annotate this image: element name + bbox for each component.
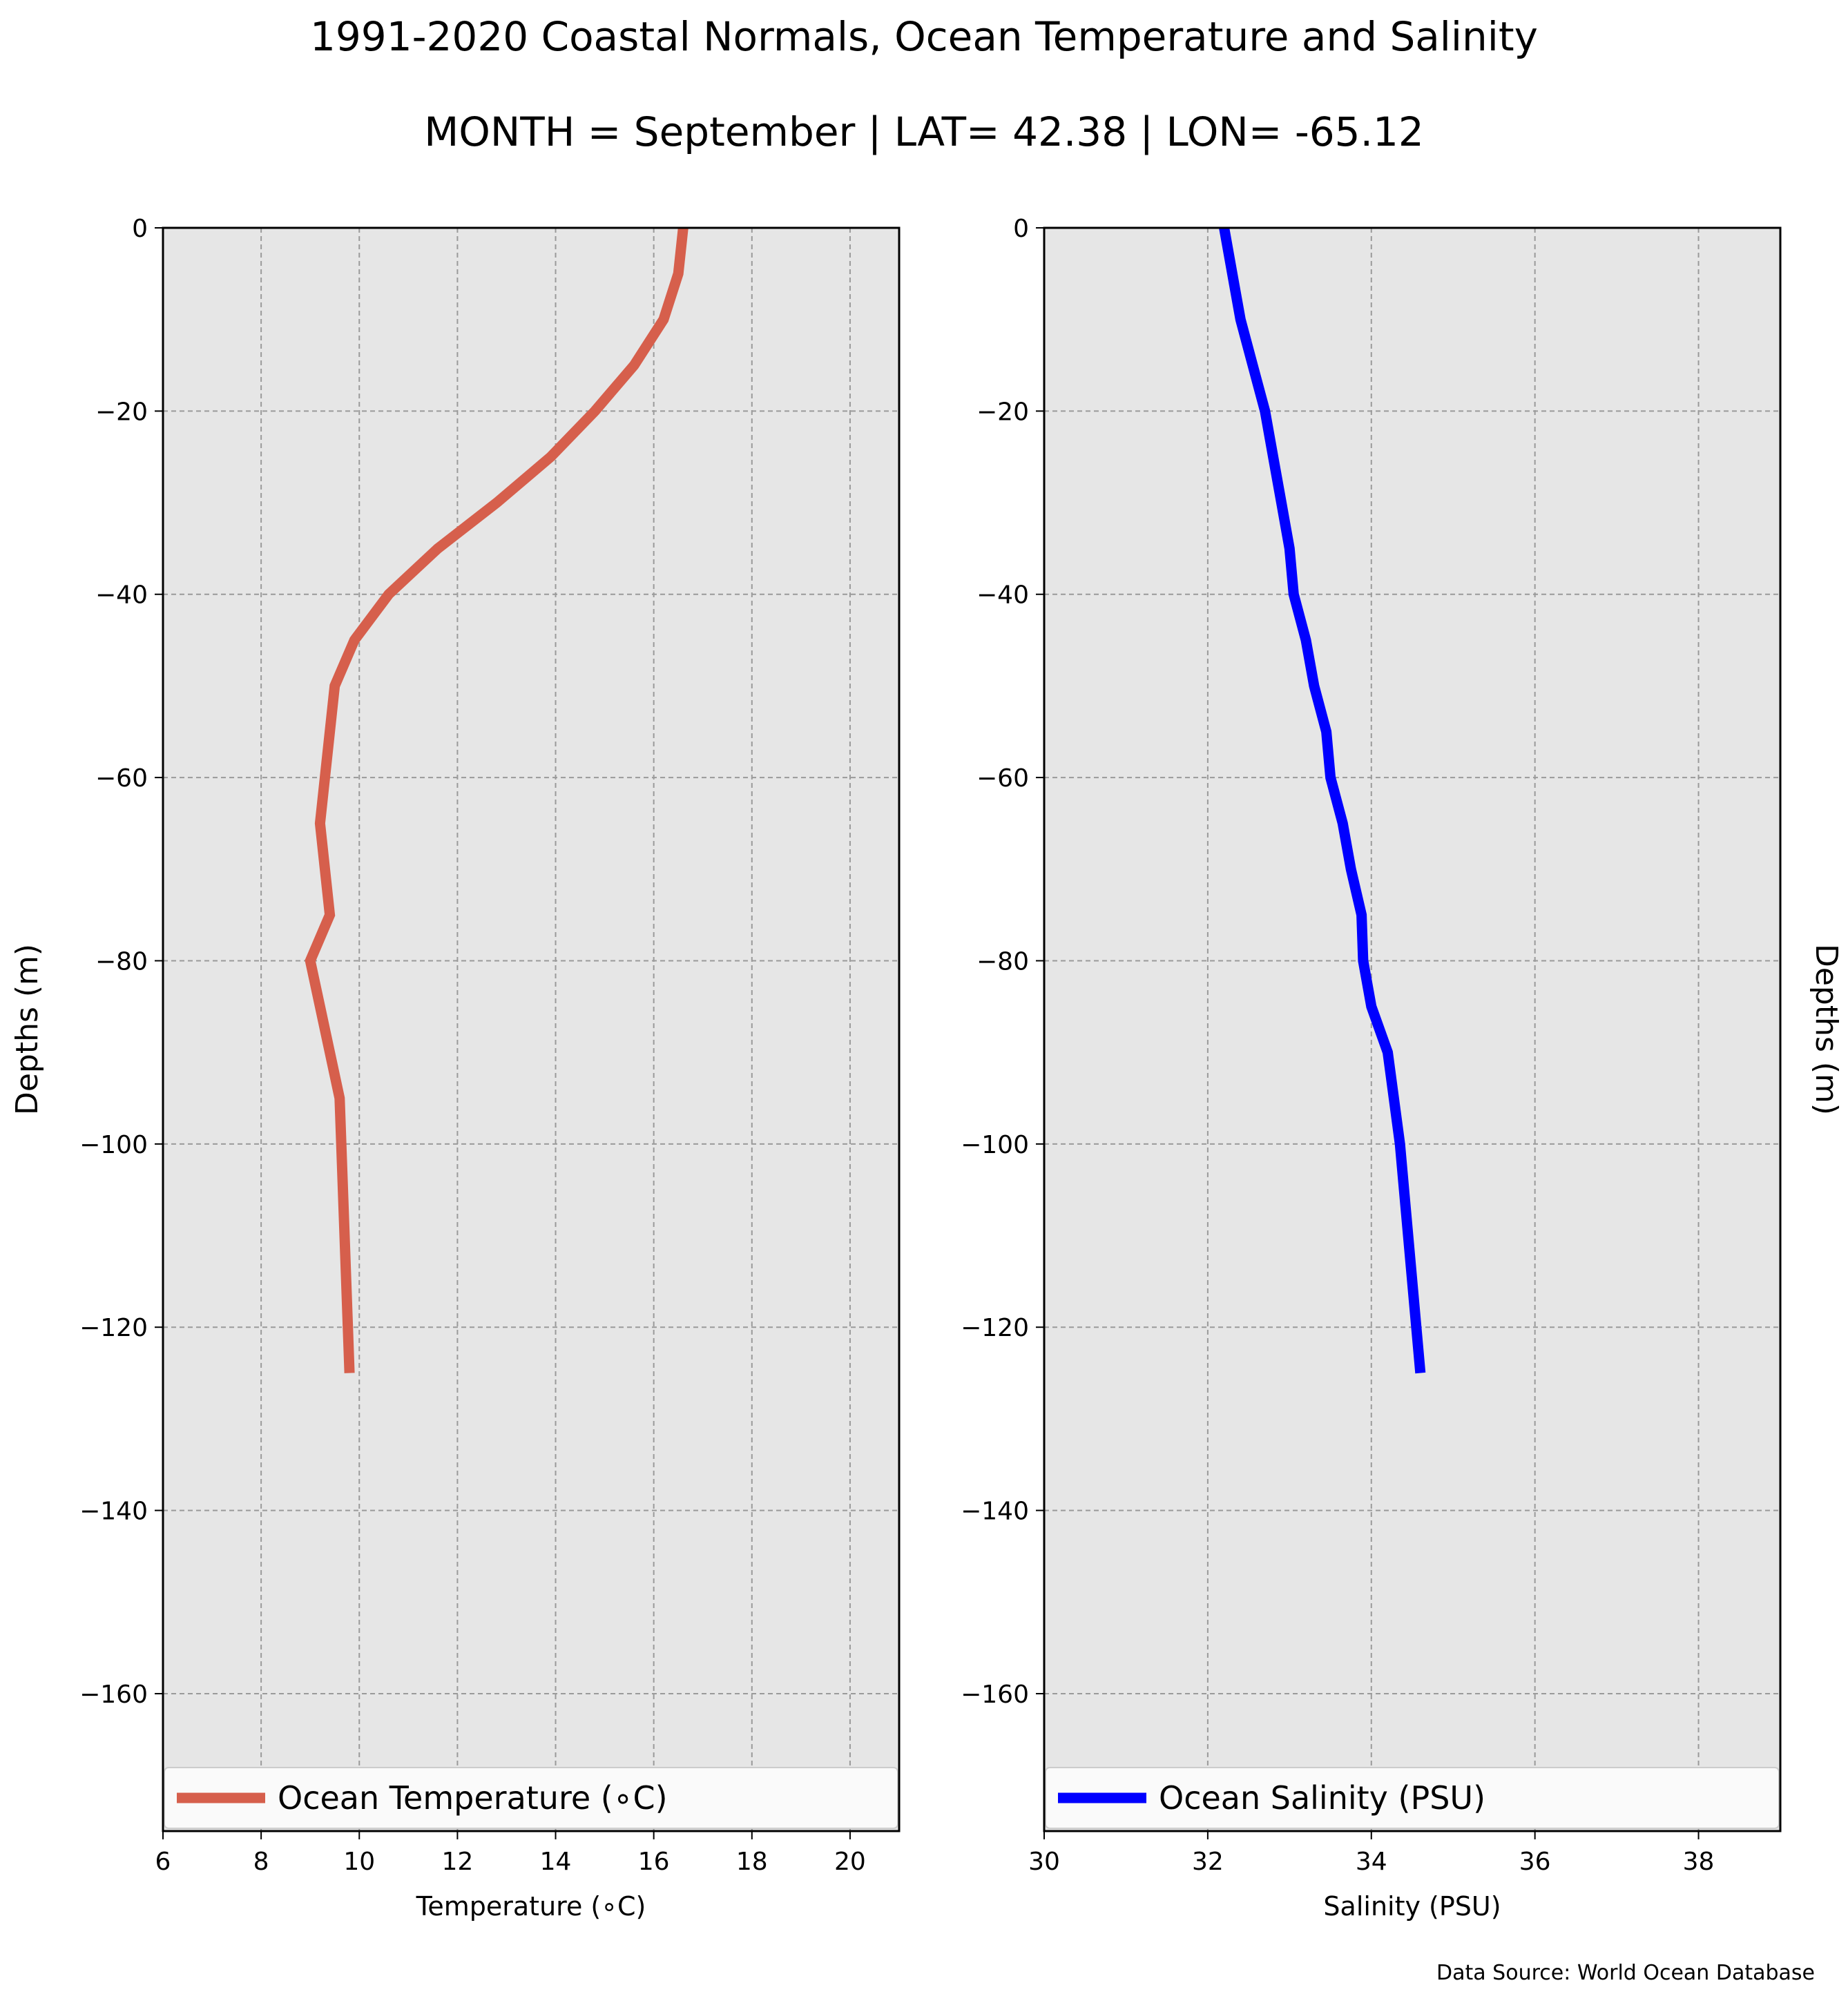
y-tick-label: −100	[961, 1131, 1029, 1159]
x-tick-label: 38	[1683, 1848, 1715, 1876]
y-axis-label: Depths (m)	[1809, 944, 1844, 1115]
y-tick-label: −60	[95, 764, 148, 793]
legend: Ocean Temperature (∘C)	[164, 1767, 898, 1829]
chart-title: 1991-2020 Coastal Normals, Ocean Tempera…	[310, 13, 1538, 60]
y-tick-label: 0	[132, 215, 148, 243]
data-source-note: Data Source: World Ocean Database	[1436, 1961, 1815, 1985]
x-axis-label: Temperature (∘C)	[416, 1891, 646, 1922]
x-tick-label: 36	[1519, 1848, 1551, 1876]
x-tick-label: 30	[1028, 1848, 1060, 1876]
y-tick-label: −140	[79, 1498, 148, 1526]
x-tick-label: 12	[441, 1848, 473, 1876]
legend: Ocean Salinity (PSU)	[1045, 1767, 1780, 1829]
x-axis-label: Salinity (PSU)	[1323, 1891, 1501, 1922]
plot-area	[163, 228, 899, 1831]
y-tick-label: −160	[961, 1681, 1029, 1709]
y-axis-label: Depths (m)	[10, 944, 45, 1115]
legend-label: Ocean Salinity (PSU)	[1159, 1779, 1485, 1817]
x-tick-label: 20	[834, 1848, 866, 1876]
y-tick-label: −40	[976, 581, 1029, 610]
y-tick-label: −160	[79, 1681, 148, 1709]
axes-frame	[162, 226, 901, 1832]
y-tick-label: 0	[1013, 215, 1029, 243]
x-tick-label: 8	[253, 1848, 269, 1876]
y-tick-label: −120	[79, 1314, 148, 1342]
plot-panel-2: Ocean Salinity (PSU) 30 32 34 36 38 0 −20 −40 −60…	[961, 215, 1844, 1922]
x-tick-label: 32	[1192, 1848, 1224, 1876]
series-line	[1219, 226, 1426, 1374]
y-tick-label: −100	[79, 1131, 148, 1159]
plot-panel-1: Ocean Temperature (∘C) 6 8 10 12 14 16 18 20 0 −20…	[10, 215, 901, 1922]
y-tick-label: −140	[961, 1498, 1029, 1526]
y-tick-label: −20	[95, 398, 148, 426]
y-tick-label: −80	[95, 947, 148, 976]
axes-frame	[1043, 226, 1782, 1832]
legend-box	[164, 1767, 898, 1829]
y-tick-label: −80	[976, 947, 1029, 976]
x-tick-label: 14	[540, 1848, 572, 1876]
legend-box	[1045, 1767, 1780, 1829]
y-tick-label: −20	[976, 398, 1029, 426]
x-tick-label: 34	[1356, 1848, 1387, 1876]
x-tick-label: 18	[736, 1848, 768, 1876]
y-tick-label: −40	[95, 581, 148, 610]
legend-label: Ocean Temperature (∘C)	[278, 1779, 668, 1817]
y-tick-label: −120	[961, 1314, 1029, 1342]
y-tick-label: −60	[976, 764, 1029, 793]
x-tick-label: 6	[155, 1848, 171, 1876]
x-tick-label: 16	[638, 1848, 670, 1876]
series-line	[305, 227, 689, 1373]
plot-area	[1044, 228, 1780, 1831]
chart-subtitle: MONTH = September | LAT= 42.38 | LON= -6…	[424, 108, 1424, 155]
x-tick-label: 10	[343, 1848, 375, 1876]
